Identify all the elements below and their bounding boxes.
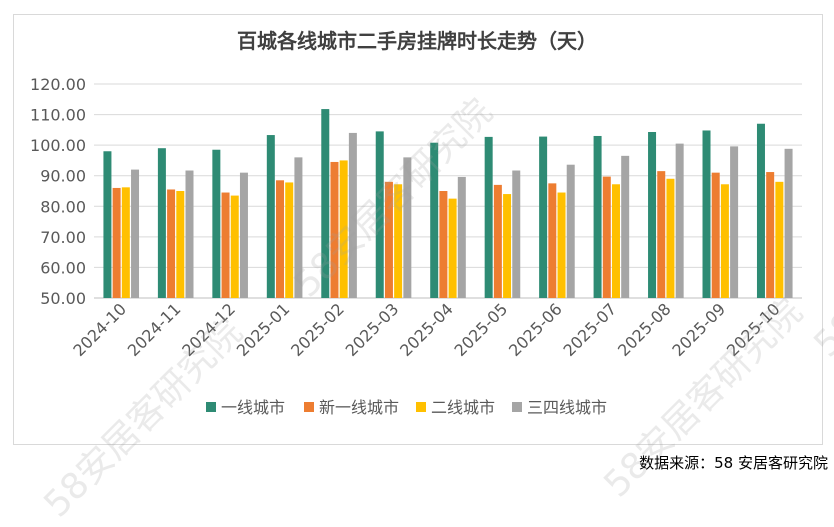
legend-label: 新一线城市	[319, 398, 399, 417]
y-tick-label: 50.00	[40, 289, 86, 308]
bar-2025-07-s1	[593, 135, 602, 298]
x-tick-label: 2024-10	[69, 299, 130, 360]
bar-2025-04-s2	[439, 191, 448, 298]
x-tick-label: 2025-09	[668, 299, 729, 360]
bar-2025-05-s1	[484, 136, 493, 298]
bar-2024-12-s3	[230, 195, 239, 298]
x-tick-label: 2025-08	[614, 299, 675, 360]
bar-2025-06-s3	[557, 192, 566, 298]
y-tick-label: 100.00	[30, 136, 86, 155]
bar-2024-10-s3	[121, 187, 130, 298]
legend-label: 一线城市	[221, 398, 285, 417]
legend-swatch-3	[416, 402, 426, 412]
bar-2025-07-s2	[602, 176, 611, 298]
bar-2025-02-s1	[321, 109, 330, 298]
x-tick-label: 2025-05	[451, 299, 512, 360]
bar-2025-09-s2	[711, 172, 720, 298]
bar-2025-03-s3	[394, 184, 403, 298]
bar-2024-12-s1	[212, 149, 221, 298]
bar-2025-08-s1	[648, 131, 657, 298]
bar-2024-10-s1	[103, 151, 112, 298]
x-tick-label: 2025-03	[342, 299, 403, 360]
y-tick-label: 110.00	[30, 106, 86, 125]
chart-svg: 百城各线城市二手房挂牌时长走势（天） 50.00 60.00 70.00 80.00 9…	[30, 29, 802, 417]
bar-2025-07-s4	[621, 155, 630, 298]
y-tick-label: 80.00	[40, 197, 86, 216]
chart-frame	[13, 14, 823, 445]
bar-2025-10-s2	[766, 172, 775, 298]
bar-2025-04-s4	[457, 176, 466, 298]
bar-2024-11-s1	[157, 148, 166, 298]
bar-2025-10-s4	[784, 148, 793, 298]
bar-2024-11-s4	[185, 170, 194, 298]
y-tick-label: 120.00	[30, 75, 86, 94]
y-tick-label: 60.00	[40, 258, 86, 277]
bar-2025-08-s4	[675, 143, 684, 298]
bar-2025-05-s4	[512, 170, 521, 298]
legend-swatch-1	[206, 402, 216, 412]
bar-2025-09-s1	[702, 130, 711, 298]
legend-label: 二线城市	[431, 398, 495, 417]
bar-2024-10-s2	[112, 187, 121, 298]
x-tick-label: 2024-11	[124, 299, 185, 360]
bar-2025-02-s2	[330, 161, 339, 298]
bar-2025-03-s1	[375, 131, 384, 298]
bar-2025-05-s2	[493, 184, 502, 298]
y-tick-label: 70.00	[40, 228, 86, 247]
legend-swatch-2	[304, 402, 314, 412]
bar-2025-10-s3	[775, 181, 784, 298]
bar-2025-08-s2	[657, 171, 666, 298]
bar-2024-12-s2	[221, 192, 230, 298]
x-tick-label: 2025-10	[723, 299, 784, 360]
bar-2025-06-s4	[566, 164, 575, 298]
bar-2025-02-s4	[348, 132, 357, 298]
bar-2025-03-s4	[403, 157, 412, 298]
x-tick-label: 2024-12	[178, 299, 239, 360]
bar-2024-11-s2	[167, 189, 176, 298]
bar-2024-12-s4	[239, 172, 248, 298]
legend-label: 三四线城市	[527, 398, 607, 417]
x-tick-label: 2025-01	[233, 299, 294, 360]
bar-2025-06-s2	[548, 183, 557, 298]
source-note: 数据来源：58 安居客研究院	[639, 454, 828, 472]
bar-2025-05-s3	[503, 194, 512, 298]
bar-2025-08-s3	[666, 178, 675, 298]
bar-2025-04-s3	[448, 198, 457, 298]
bar-2025-10-s1	[756, 123, 765, 298]
bar-2025-02-s3	[339, 160, 348, 298]
bar-2025-03-s2	[384, 181, 393, 298]
bar-2025-01-s1	[266, 135, 275, 298]
x-tick-label: 2025-06	[505, 299, 566, 360]
chart-title: 百城各线城市二手房挂牌时长走势（天）	[237, 29, 597, 53]
legend-swatch-4	[512, 402, 522, 412]
bar-2025-06-s1	[539, 136, 548, 298]
bar-2025-01-s2	[276, 180, 285, 298]
bar-2025-01-s3	[285, 182, 294, 298]
bar-2024-11-s3	[176, 191, 185, 298]
x-tick-label: 2025-02	[287, 299, 348, 360]
bar-2024-10-s4	[131, 169, 140, 298]
bar-2025-07-s3	[611, 184, 620, 298]
bar-2025-09-s3	[720, 184, 729, 298]
y-tick-label: 90.00	[40, 167, 86, 186]
x-tick-label: 2025-07	[560, 299, 621, 360]
bar-2025-04-s1	[430, 142, 439, 298]
bar-2025-01-s4	[294, 157, 303, 298]
x-tick-label: 2025-04	[396, 299, 457, 360]
bar-2025-09-s4	[730, 146, 739, 298]
